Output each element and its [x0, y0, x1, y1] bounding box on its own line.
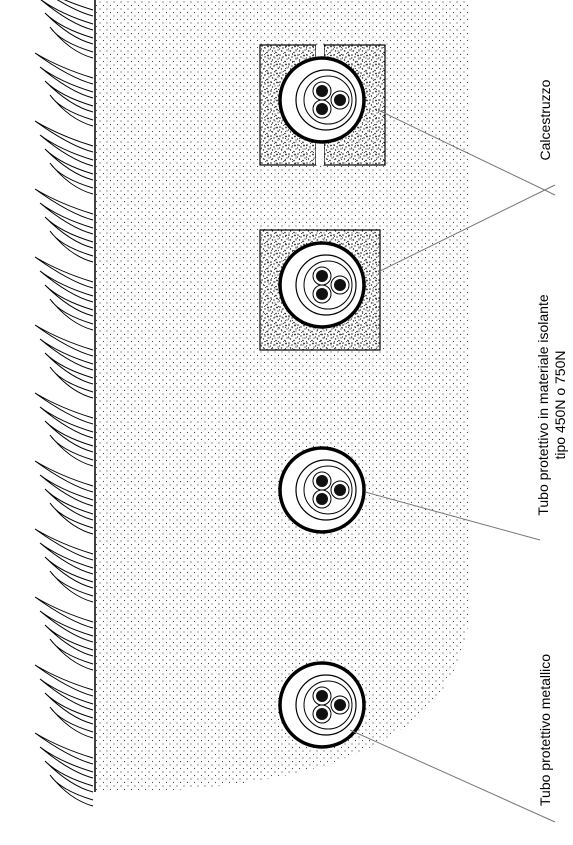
- label: Tubo protettivo in materiale isolante: [535, 294, 551, 515]
- pipe: [278, 661, 366, 749]
- grass-tuft: [34, 528, 94, 603]
- grass-tuft: [34, 324, 94, 399]
- grass-tuft: [34, 120, 94, 195]
- grass-tuft: [34, 664, 94, 739]
- pipe: [278, 241, 366, 329]
- grass-tuft: [34, 256, 94, 331]
- grass-tuft: [34, 188, 94, 263]
- grass-tuft: [34, 732, 94, 807]
- grass-tuft: [34, 392, 94, 467]
- label: Tubo protettivo metallico: [537, 654, 553, 806]
- grass-tuft: [34, 596, 94, 671]
- label: tipo 450N o 750N: [552, 351, 568, 460]
- pipe: [278, 446, 366, 534]
- soil: [96, 0, 470, 792]
- grass-tuft: [34, 52, 94, 127]
- pipe: [278, 45, 366, 165]
- grass-tuft: [40, 0, 94, 59]
- grass: [34, 0, 94, 807]
- leader-lines: [349, 109, 556, 823]
- grass-tuft: [34, 460, 94, 535]
- label: Calcestruzzo: [537, 79, 553, 160]
